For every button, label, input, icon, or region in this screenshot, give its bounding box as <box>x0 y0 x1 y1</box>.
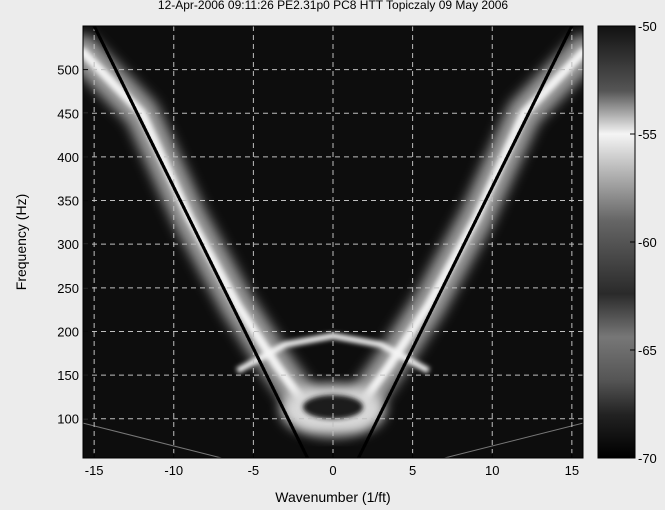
colorbar-tick-label: -70 <box>638 451 657 466</box>
y-tick-label: 500 <box>57 63 79 78</box>
y-tick-label: 200 <box>57 324 79 339</box>
colorbar <box>597 25 636 459</box>
y-tick-label: 150 <box>57 368 79 383</box>
colorbar-tick-label: -50 <box>638 19 657 34</box>
colorbar-tick-label: -60 <box>638 235 657 250</box>
x-tick-label: -10 <box>164 463 183 478</box>
dispersion-line <box>356 26 574 458</box>
x-tick-label: -15 <box>85 463 104 478</box>
grid-layer <box>83 26 583 458</box>
x-tick-label: 15 <box>565 463 579 478</box>
y-ticks: 100 150 200 250 300 350 400 450 500 <box>57 63 88 427</box>
y-tick-label: 250 <box>57 281 79 296</box>
y-axis-label: Frequency (Hz) <box>13 194 29 290</box>
x-tick-label: 5 <box>409 463 416 478</box>
x-tick-label: -5 <box>248 463 260 478</box>
y-tick-label: 300 <box>57 237 79 252</box>
colorbar-tick-label: -55 <box>638 127 657 142</box>
x-tick-label: 10 <box>485 463 499 478</box>
dispersion-lines <box>92 26 574 458</box>
colorbar-tick-label: -65 <box>638 343 657 358</box>
colorbar-ticks: -50 -55 -60 -65 -70 <box>630 19 657 466</box>
y-tick-label: 100 <box>57 412 79 427</box>
aliasing-line <box>83 422 222 458</box>
x-axis-label: Wavenumber (1/ft) <box>275 489 390 505</box>
y-tick-label: 450 <box>57 106 79 121</box>
chart-title: 12-Apr-2006 09:11:26 PE2.31p0 PC8 HTT To… <box>158 0 509 12</box>
x-tick-label: 0 <box>329 463 336 478</box>
y-tick-label: 350 <box>57 194 79 209</box>
aliasing-line <box>444 422 583 458</box>
dispersion-line <box>92 26 310 458</box>
y-tick-label: 400 <box>57 150 79 165</box>
x-ticks: -15 -10 -5 0 5 10 15 <box>85 453 579 478</box>
